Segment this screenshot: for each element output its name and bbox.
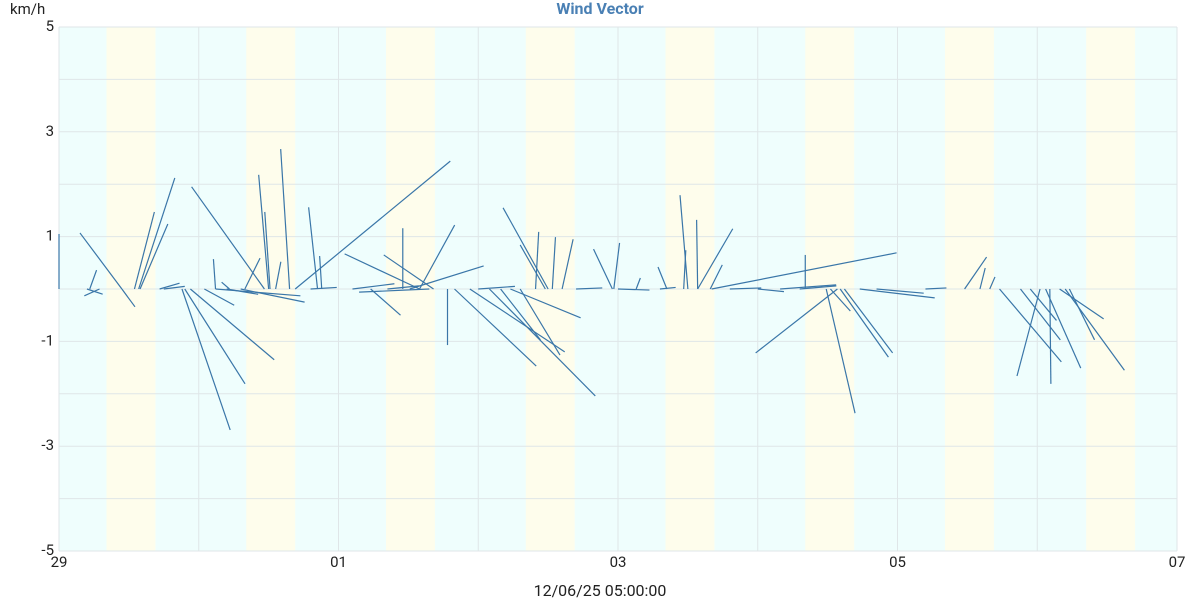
wind-vector xyxy=(799,285,837,290)
wind-vector xyxy=(843,288,894,354)
wind-vector xyxy=(925,287,947,290)
wind-vector xyxy=(133,211,155,290)
wind-vector xyxy=(240,288,305,303)
wind-vector xyxy=(294,160,451,290)
wind-vector xyxy=(825,288,856,414)
wind-vector xyxy=(319,255,323,290)
wind-vector xyxy=(1068,288,1096,341)
wind-vector xyxy=(593,248,613,290)
wind-vector xyxy=(1016,288,1041,377)
wind-vector xyxy=(84,288,100,297)
wind-vector xyxy=(387,285,419,290)
x-tick-label: 05 xyxy=(889,553,906,571)
wind-vector xyxy=(184,288,246,385)
wind-vector xyxy=(469,288,566,353)
x-tick-label: 01 xyxy=(330,553,347,571)
wind-vector xyxy=(500,288,541,341)
wind-vector xyxy=(635,277,641,290)
wind-vector xyxy=(489,288,596,397)
y-tick-label: -3 xyxy=(41,436,54,454)
wind-vector xyxy=(617,288,650,291)
wind-vector xyxy=(89,269,98,290)
wind-vector xyxy=(679,195,689,290)
wind-vector xyxy=(697,228,734,290)
wind-vector xyxy=(215,288,301,297)
wind-vector xyxy=(755,288,838,354)
wind-vector xyxy=(204,288,235,306)
wind-vector xyxy=(1064,288,1125,371)
wind-vector xyxy=(344,253,420,290)
wind-vector xyxy=(757,288,785,293)
wind-vector xyxy=(383,254,434,290)
wind-vector xyxy=(964,256,988,290)
y-tick-label: 3 xyxy=(46,122,54,140)
wind-vector xyxy=(212,259,217,290)
wind-vector xyxy=(159,282,180,290)
wind-vector xyxy=(181,288,231,431)
wind-vector xyxy=(310,286,337,290)
wind-vector xyxy=(1020,288,1061,341)
wind-vector xyxy=(121,288,136,308)
wind-vector xyxy=(1049,288,1052,384)
wind-vector xyxy=(979,267,986,290)
wind-vector xyxy=(1029,288,1057,321)
wind-vector xyxy=(709,264,723,290)
wind-vector xyxy=(79,232,123,290)
wind-vector xyxy=(139,223,169,290)
chart-title: Wind Vector xyxy=(556,0,644,18)
wind-vector xyxy=(258,174,270,290)
y-unit: km/h xyxy=(10,0,45,18)
wind-vector xyxy=(502,207,549,290)
wind-vector xyxy=(419,224,456,290)
wind-vector xyxy=(876,288,924,294)
wind-vector xyxy=(711,252,897,290)
wind-vector xyxy=(657,266,668,290)
wind-vector xyxy=(989,276,996,290)
wind-vector xyxy=(478,285,515,290)
wind-vector xyxy=(264,211,271,290)
wind-vector xyxy=(454,288,537,367)
wind-vector xyxy=(780,284,837,290)
wind-vector xyxy=(370,288,401,316)
wind-vector xyxy=(275,261,282,290)
x-tick-label: 03 xyxy=(610,553,627,571)
wind-vector xyxy=(163,285,185,290)
wind-vector xyxy=(829,288,851,312)
wind-vector xyxy=(359,288,430,293)
x-tick-label: 29 xyxy=(51,553,68,571)
footer-timestamp: 12/06/25 05:00:00 xyxy=(534,581,667,600)
wind-vector xyxy=(226,288,259,295)
wind-vector xyxy=(244,257,261,290)
wind-vector xyxy=(191,186,265,290)
wind-vector xyxy=(519,244,546,290)
wind-vector xyxy=(859,288,935,299)
wind-vector xyxy=(613,242,621,290)
wind-vector xyxy=(576,287,603,290)
wind-vector xyxy=(839,288,889,358)
y-tick-label: -1 xyxy=(41,331,54,349)
wind-vector xyxy=(696,219,699,290)
wind-vector xyxy=(551,237,557,290)
wind-vector xyxy=(510,288,581,319)
y-tick-label: 5 xyxy=(46,17,54,35)
wind-vector xyxy=(86,288,103,295)
wind-vector xyxy=(534,231,540,290)
wind-vector xyxy=(1059,288,1104,320)
wind-vector xyxy=(280,149,291,290)
wind-vector xyxy=(659,286,676,290)
wind-vector xyxy=(729,287,762,290)
wind-vector xyxy=(189,288,275,361)
x-tick-label: 07 xyxy=(1169,553,1186,571)
y-tick-label: 1 xyxy=(46,227,54,245)
wind-vector xyxy=(138,177,176,290)
wind-vector xyxy=(561,239,574,290)
wind-vector xyxy=(352,283,395,290)
wind-vector xyxy=(519,288,561,356)
wind-vector xyxy=(221,281,230,290)
wind-vector xyxy=(1045,288,1082,369)
wind-vector xyxy=(308,207,319,290)
y-tick-label: -5 xyxy=(41,541,54,559)
